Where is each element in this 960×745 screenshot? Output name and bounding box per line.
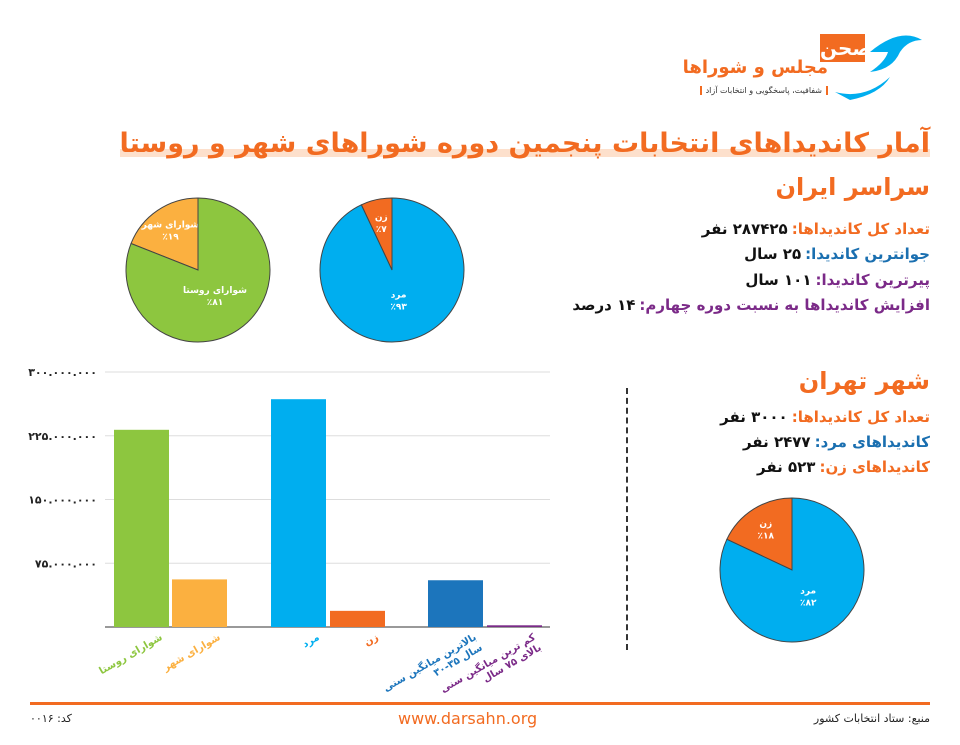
y-tick-label: ۳۰۰.۰۰۰.۰۰۰ <box>28 366 97 379</box>
logo-mark-icon <box>835 35 922 100</box>
pie-slice-percent: ٪۹۳ <box>390 303 407 313</box>
stat-label: کاندیداهای مرد: <box>814 433 930 451</box>
pie-slice-percent: ٪۷ <box>376 225 387 235</box>
pie-slice-label: زن <box>759 520 772 530</box>
pie-slice <box>125 197 271 343</box>
pie-chart-gender-tehran: زن ٪۱۸ مرد ٪۸۲ <box>719 497 865 643</box>
tehran-stat-women: کاندیداهای زن:۵۲۳ نفر <box>757 458 930 476</box>
y-tick-label: ۱۵۰.۰۰۰.۰۰۰ <box>28 494 97 507</box>
y-tick-label: ۷۵.۰۰۰.۰۰۰ <box>35 557 97 570</box>
tehran-stat-men: کاندیداهای مرد:۲۴۷۷ نفر <box>743 433 930 451</box>
bar-chart: ۷۵.۰۰۰.۰۰۰ ۱۵۰.۰۰۰.۰۰۰ ۲۲۵.۰۰۰.۰۰۰ ۳۰۰.۰۰۰.… <box>28 366 550 695</box>
stat-value: ۲۵ سال <box>744 245 802 263</box>
national-heading: سراسر ایران <box>775 173 930 201</box>
stat-oldest: پیرترین کاندیدا:۱۰۱ سال <box>745 271 930 289</box>
bar <box>271 399 326 627</box>
pie-slice <box>719 497 865 643</box>
pie-slice-label: شوارای روستا <box>183 286 247 296</box>
stat-value: ۳۰۰۰ نفر <box>720 408 788 426</box>
stat-label: افزایش کاندیداها به نسبت دوره چهارم: <box>639 296 930 314</box>
stat-label: کاندیداهای زن: <box>819 458 930 476</box>
pie-slice <box>319 197 465 343</box>
stat-increase: افزایش کاندیداها به نسبت دوره چهارم:۱۴ د… <box>572 296 930 314</box>
footer-site-link[interactable]: www.darsahn.org <box>398 709 538 728</box>
pie-slice-percent: ٪۱۸ <box>758 532 775 542</box>
x-tick-label: شوارای روستا <box>97 632 164 677</box>
bar <box>330 610 385 627</box>
pie-chart-council: شوارای شهر ٪۱۹ شوارای روستا ٪۸۱ <box>125 197 271 343</box>
x-tick-label: زن <box>363 632 381 649</box>
stat-label: جوانترین کاندیدا: <box>805 245 930 263</box>
stat-label: تعداد کل کاندیداها: <box>791 408 930 426</box>
stat-label: تعداد کل کاندیداها: <box>791 220 930 238</box>
logo-tagline: شفافیت، پاسخگویی و انتخابات آزاد <box>699 86 828 95</box>
footer-source: منبع: ستاد انتخابات کشور <box>813 712 930 725</box>
pie-slice-label: مرد <box>391 291 407 301</box>
x-tick-label: شوارای شهر <box>161 632 223 674</box>
bar <box>114 429 169 627</box>
stat-value: ۲۸۷۴۲۵ نفر <box>701 220 788 238</box>
y-tick-label: ۲۲۵.۰۰۰.۰۰۰ <box>28 430 97 443</box>
stat-value: ۲۴۷۷ نفر <box>742 433 811 451</box>
main-title-text: آمار کاندیداهای انتخابات پنجمین دوره شور… <box>119 128 931 159</box>
pie-slice-percent: ٪۸۱ <box>207 298 223 308</box>
bar <box>487 625 542 627</box>
pie-chart-gender-national: زن ٪۷ مرد ٪۹۳ <box>319 197 465 343</box>
stat-value: ۱۴ درصد <box>572 296 636 314</box>
pie-slice-label: زن <box>375 213 388 223</box>
pie-slice-percent: ٪۸۲ <box>800 599 817 609</box>
main-title: آمار کاندیداهای انتخابات پنجمین دوره شور… <box>119 128 931 159</box>
pie-slice-percent: ٪۱۹ <box>162 233 179 243</box>
x-tick-label: مرد <box>301 632 322 650</box>
pie-slice-label: مرد <box>800 587 816 597</box>
pie-slice <box>726 497 793 571</box>
footer-code: کد: ۰۰۱۶ <box>30 712 72 725</box>
footer-line <box>30 702 930 705</box>
stat-value: ۱۰۱ سال <box>745 271 812 289</box>
stat-total-candidates: تعداد کل کاندیداها:۲۸۷۴۲۵ نفر <box>702 220 930 238</box>
logo: صحن مجلس و شوراها شفافیت، پاسخگویی و انت… <box>683 22 940 112</box>
pie-slice <box>130 197 199 271</box>
section-divider <box>626 388 628 650</box>
logo-title: صحن <box>820 34 872 62</box>
logo-subtitle: مجلس و شوراها <box>682 57 828 78</box>
pie-slice-label: شوارای شهر <box>141 221 200 231</box>
bar <box>428 580 483 627</box>
stat-youngest: جوانترین کاندیدا:۲۵ سال <box>744 245 930 263</box>
tehran-stat-total: تعداد کل کاندیداها:۳۰۰۰ نفر <box>720 408 930 426</box>
tehran-heading: شهر تهران <box>798 367 930 395</box>
stat-label: پیرترین کاندیدا: <box>815 271 931 289</box>
stat-value: ۵۲۳ نفر <box>757 458 816 476</box>
bar <box>172 579 227 627</box>
